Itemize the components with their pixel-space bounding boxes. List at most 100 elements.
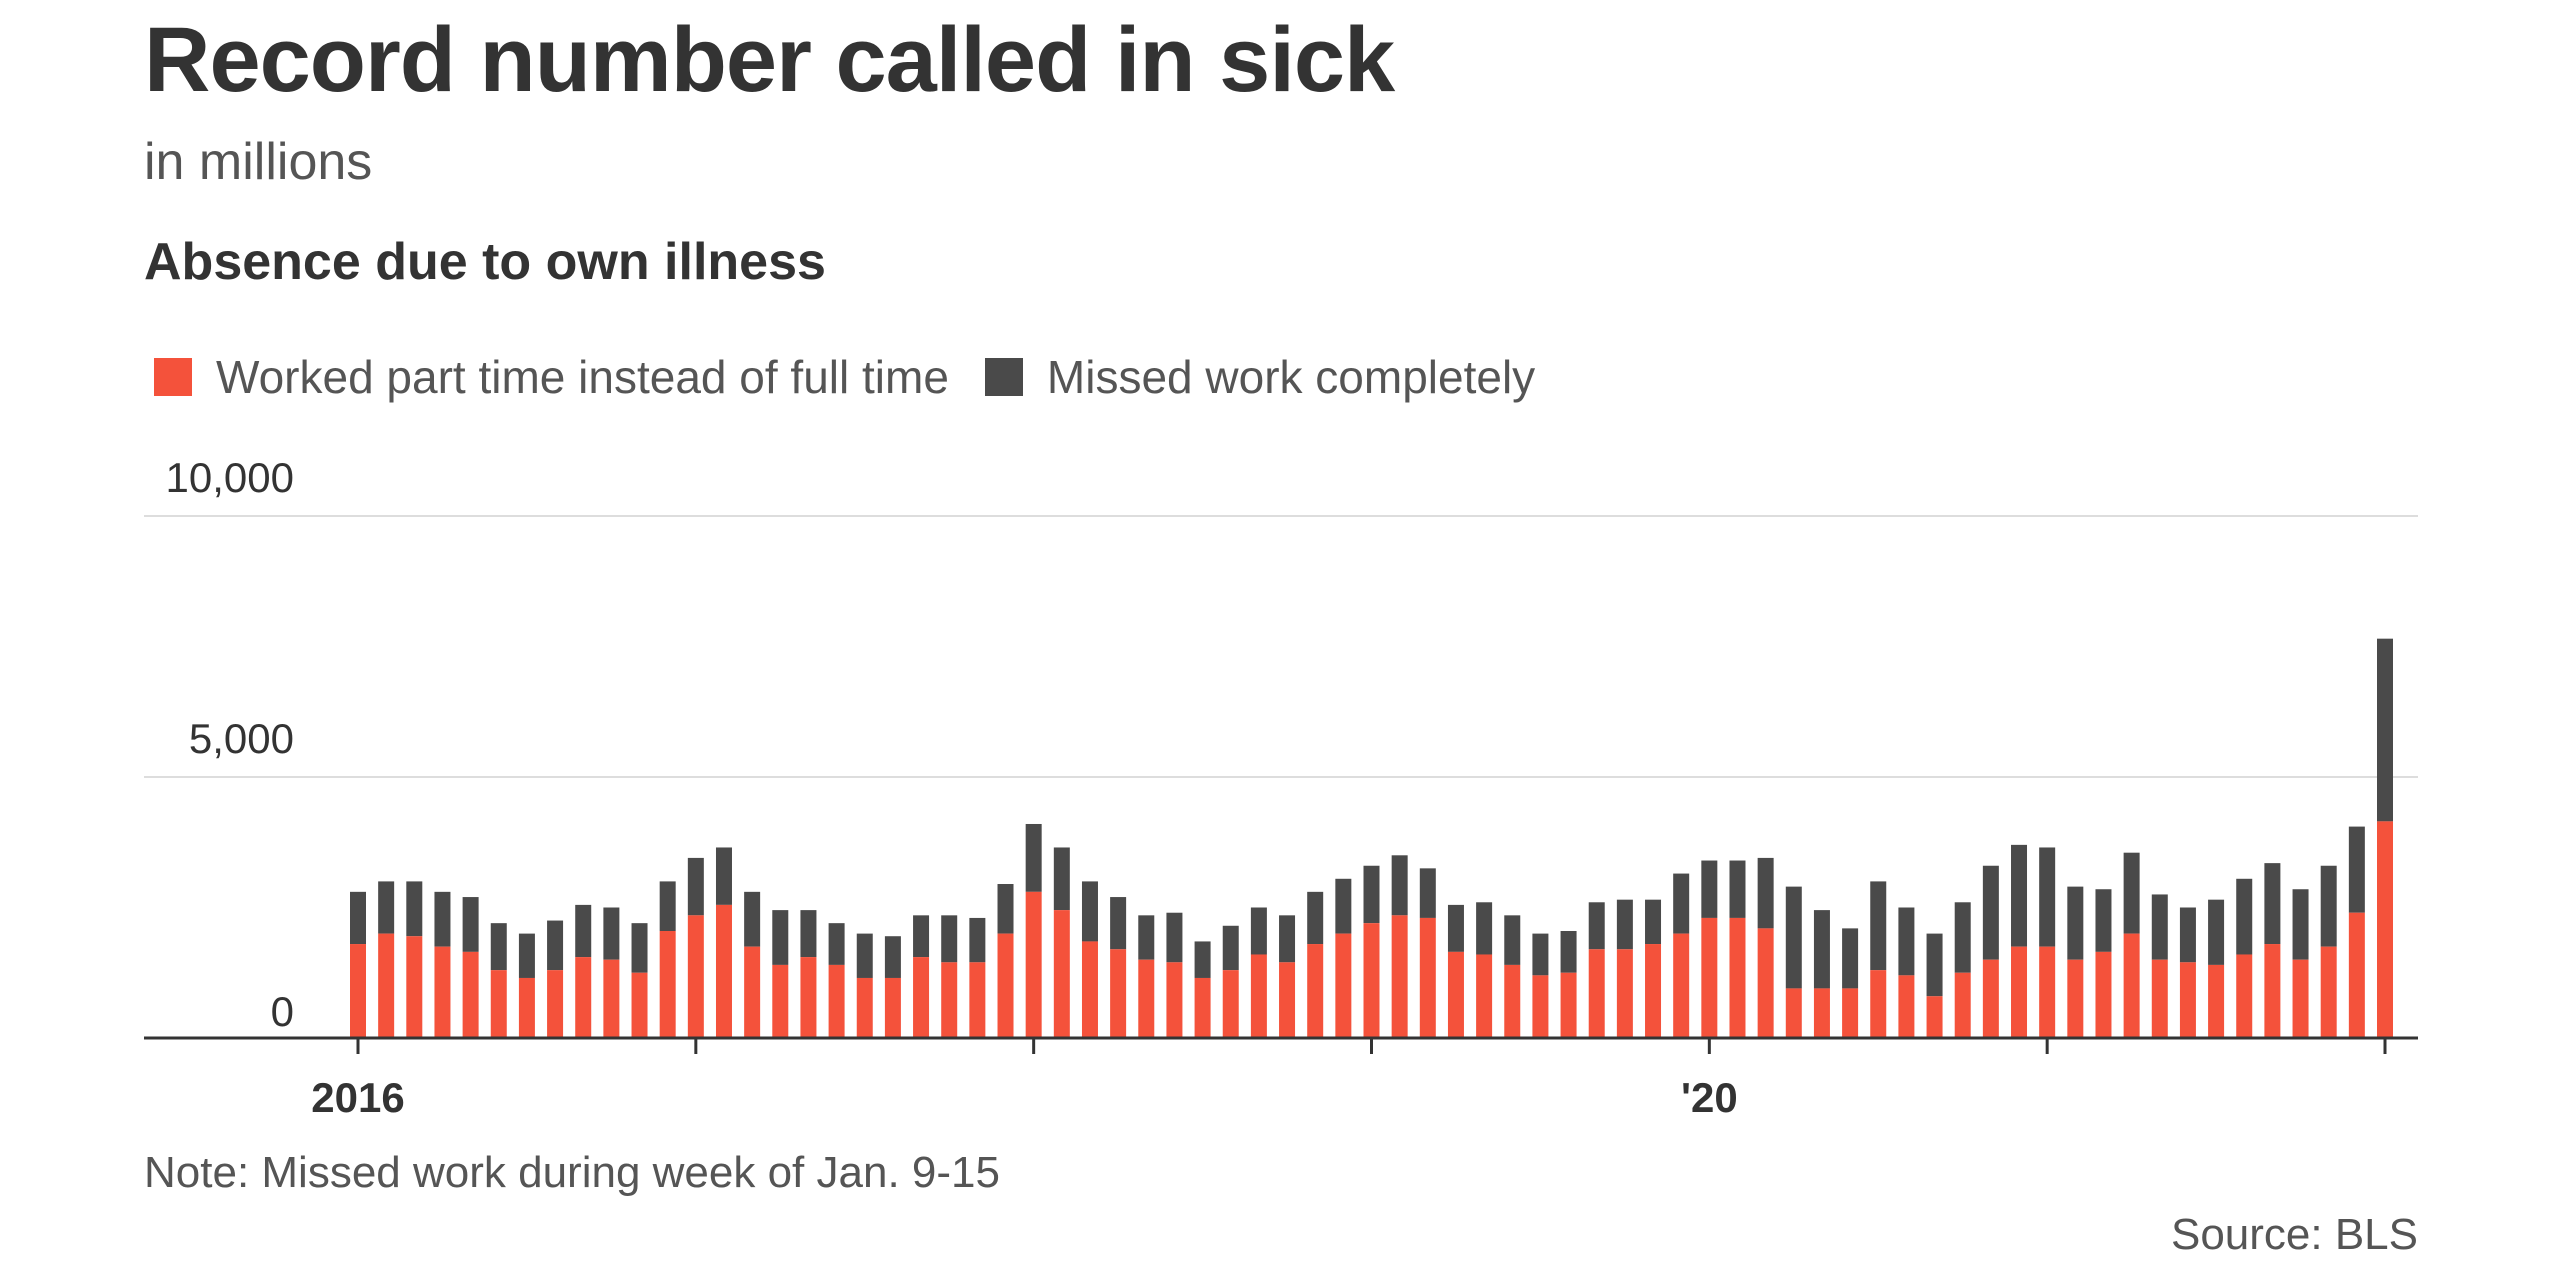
bar-part-time (969, 962, 986, 1038)
bar-part-time (1982, 959, 1999, 1038)
bar-part-time (1476, 954, 1493, 1038)
legend: Worked part time instead of full time Mi… (154, 350, 1571, 404)
y-tick-label: 5,000 (189, 715, 294, 762)
bar-part-time (997, 933, 1014, 1038)
bar-missed-work (2095, 889, 2112, 952)
bar-missed-work (941, 915, 958, 963)
bar-part-time (575, 957, 592, 1038)
bar-part-time (1335, 933, 1352, 1038)
bar-missed-work (378, 881, 395, 934)
legend-label-missed: Missed work completely (1046, 351, 1536, 403)
bar-missed-work (2179, 907, 2196, 963)
bar-part-time (1391, 915, 1408, 1038)
bar-part-time (1081, 941, 1098, 1038)
bar-missed-work (1138, 915, 1155, 960)
bar-missed-work (1616, 899, 1633, 950)
bar-part-time (1785, 988, 1802, 1038)
bar-missed-work (1025, 823, 1042, 892)
bar-missed-work (434, 891, 451, 947)
bar-part-time (2179, 962, 2196, 1038)
bar-part-time (1138, 959, 1155, 1038)
bar-part-time (687, 915, 704, 1038)
bar-part-time (1222, 970, 1239, 1038)
bar-part-time (1194, 977, 1211, 1038)
bar-part-time (631, 972, 648, 1038)
legend-swatch-missed (984, 358, 1023, 396)
bar-missed-work (1194, 941, 1211, 978)
bar-missed-work (1729, 860, 1746, 918)
bar-missed-work (518, 933, 535, 978)
legend-swatch-part-time (154, 358, 192, 396)
bar-missed-work (997, 884, 1014, 934)
bar-part-time (856, 977, 873, 1038)
chart-note: Note: Missed work during week of Jan. 9-… (144, 1148, 1000, 1197)
bar-missed-work (1363, 865, 1380, 924)
bar-missed-work (1673, 873, 1690, 934)
bar-missed-work (1419, 868, 1436, 918)
y-tick-label: 10,000 (166, 454, 294, 501)
bar-missed-work (2236, 878, 2253, 955)
bar-missed-work (1785, 886, 1802, 989)
bar-missed-work (1279, 915, 1296, 963)
bar-part-time (2320, 946, 2337, 1038)
bar-missed-work (2264, 863, 2281, 945)
bar-part-time (1110, 949, 1127, 1038)
bar-missed-work (1588, 902, 1605, 950)
bar-part-time (1532, 975, 1549, 1038)
bar-missed-work (2011, 844, 2028, 947)
bar-part-time (2123, 933, 2140, 1038)
bar-part-time (1729, 917, 1746, 1038)
bar-missed-work (715, 847, 732, 905)
bar-missed-work (1982, 865, 1999, 960)
bar-missed-work (2039, 847, 2056, 947)
bar-part-time (913, 957, 930, 1038)
bar-part-time (2095, 951, 2112, 1038)
bar-part-time (1053, 910, 1070, 1038)
bar-part-time (772, 964, 789, 1038)
bar-missed-work (1898, 907, 1915, 976)
bar-part-time (2236, 954, 2253, 1038)
bar-part-time (800, 957, 817, 1038)
bar-missed-work (2377, 638, 2393, 822)
bar-missed-work (603, 907, 620, 960)
bar-missed-work (2320, 865, 2337, 947)
bar-missed-work (2067, 886, 2084, 960)
bar-missed-work (800, 910, 817, 958)
bar-missed-work (462, 897, 479, 952)
bar-part-time (1504, 964, 1521, 1038)
bar-missed-work (1110, 897, 1127, 950)
bar-part-time (744, 946, 761, 1038)
x-tick-label: '20 (1681, 1074, 1738, 1121)
bar-missed-work (687, 857, 704, 916)
bar-missed-work (659, 881, 676, 931)
bar-part-time (378, 933, 395, 1038)
bar-part-time (2264, 944, 2281, 1038)
chart-title: Record number called in sick (144, 9, 1395, 111)
bar-part-time (350, 944, 366, 1038)
bar-part-time (1363, 923, 1380, 1038)
legend-item-part-time: Worked part time instead of full time (154, 350, 949, 404)
bar-part-time (603, 959, 620, 1038)
bar-part-time (2067, 959, 2084, 1038)
bar-part-time (2011, 946, 2028, 1038)
bar-part-time (490, 970, 507, 1038)
bar-missed-work (772, 910, 789, 965)
bar-part-time (1250, 954, 1267, 1038)
bar-part-time (1954, 972, 1971, 1038)
legend-item-missed: Missed work completely (984, 350, 1536, 404)
bar-missed-work (1391, 855, 1408, 916)
bar-part-time (1560, 972, 1577, 1038)
bar-part-time (715, 904, 732, 1038)
bar-missed-work (1532, 933, 1549, 976)
bar-missed-work (1307, 891, 1324, 945)
bar-missed-work (828, 923, 845, 965)
bar-missed-work (2208, 899, 2225, 965)
bar-part-time (2039, 946, 2056, 1038)
chart-source: Source: BLS (2170, 1210, 2418, 1259)
bar-missed-work (2151, 894, 2168, 960)
bar-missed-work (1560, 930, 1577, 973)
bar-missed-work (1870, 881, 1887, 971)
bar-part-time (2348, 912, 2365, 1038)
bar-missed-work (913, 915, 930, 958)
